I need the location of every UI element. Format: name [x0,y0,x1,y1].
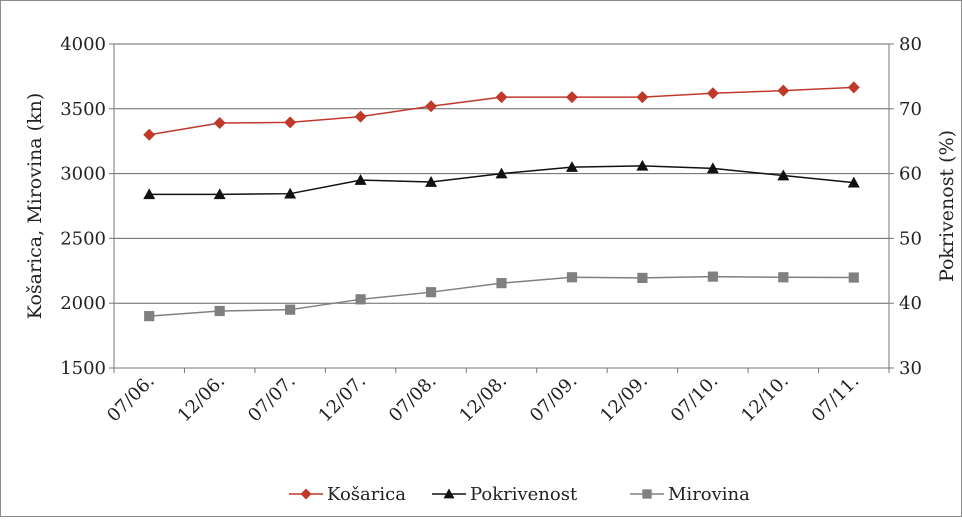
x-tick-label: 12/08. [455,371,511,427]
right-tick-label: 30 [899,358,922,379]
legend-item: Pokrivenost [432,484,578,505]
right-tick-label: 40 [899,293,922,314]
x-tick-label: 07/11. [808,371,864,427]
legend-item: Mirovina [630,484,750,505]
legend-label: Mirovina [668,484,750,505]
series-mirovina [144,271,859,322]
x-tick-label: 07/09. [526,371,582,427]
data-point [143,188,156,200]
data-point [848,272,859,283]
data-point [214,305,225,317]
data-point [284,116,297,129]
right-tick-label: 80 [899,34,922,55]
data-point [144,311,155,322]
left-tick-label: 3000 [60,164,106,185]
right-tick-label: 60 [899,164,922,185]
left-axis-ticks: 1500 2000 2500 3000 3500 4000 [60,34,114,379]
data-point [706,162,719,174]
right-tick-label: 70 [899,99,922,120]
right-tick-label: 50 [899,228,922,249]
series-košarica [143,81,860,141]
x-tick-label: 07/08. [385,371,441,427]
right-axis-title: Pokrivenost (%) [936,130,958,282]
legend-label: Košarica [327,484,406,505]
data-point [637,272,648,284]
x-tick-label: 07/07. [244,371,300,427]
data-point [354,174,367,185]
data-point [565,91,578,104]
data-point [778,272,789,283]
left-tick-label: 2000 [60,293,106,314]
data-point [285,304,296,315]
left-axis-title: Košarica, Mirovina (kn) [24,93,46,319]
right-axis-ticks: 30 40 50 60 70 80 [889,34,922,379]
data-point [566,272,578,283]
legend-marker [642,489,652,499]
x-tick-label: 12/09. [596,371,652,427]
legend-marker [443,488,455,499]
x-tick-label: 12/06. [174,371,230,427]
data-point [213,117,226,130]
data-point [636,159,649,171]
x-tick-label: 07/06. [103,371,159,427]
data-point [495,91,508,104]
grid-lines [113,43,890,369]
data-point [495,167,508,179]
data-point [707,271,718,282]
x-tick-label: 12/10. [737,371,793,427]
data-point [425,287,437,298]
left-tick-label: 2500 [60,228,106,249]
data-point [143,128,156,141]
data-point [565,161,578,172]
legend-label: Pokrivenost [470,484,578,505]
data-point [425,100,438,113]
legend-marker [300,488,312,500]
data-point [213,188,226,200]
series-layer [143,81,860,322]
data-point [284,187,297,199]
x-tick-label: 12/07. [315,371,371,427]
left-tick-label: 3500 [60,99,106,120]
data-point [354,110,367,123]
legend: Košarica Pokrivenost Mirovina [289,484,750,505]
left-tick-label: 1500 [60,358,106,379]
data-point [636,91,649,104]
x-tick-label: 07/10. [667,371,723,427]
left-tick-label: 4000 [60,34,106,55]
data-point [355,294,366,305]
data-point [847,176,860,188]
data-point [777,84,790,97]
data-point [706,87,719,100]
data-point [496,278,507,289]
data-point [777,169,790,181]
data-point [847,81,860,94]
series-pokrivenost [143,159,860,200]
data-point [425,176,438,187]
legend-item: Košarica [289,484,406,505]
x-axis: 07/06. 12/06. 07/07. 12/07. 07/08. 12/08. 07/0… [103,368,890,427]
